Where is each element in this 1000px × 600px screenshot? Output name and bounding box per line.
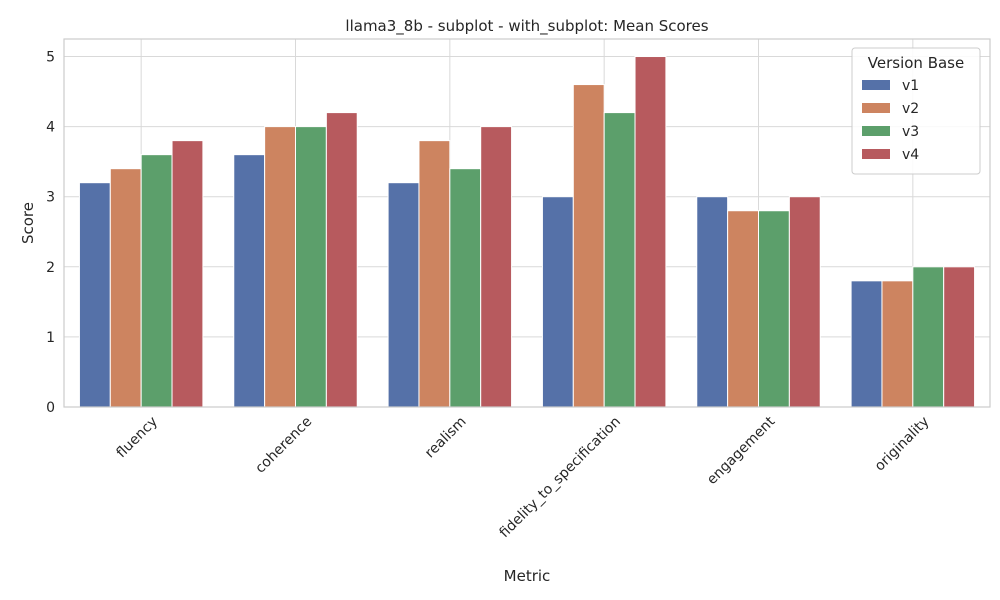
bar-v1-engagement bbox=[696, 196, 729, 408]
legend-items: v1 v2 v3 v4 bbox=[862, 78, 919, 163]
bar-v2-realism bbox=[418, 140, 451, 408]
x-tick-label: coherence bbox=[252, 414, 315, 477]
x-tick-label: fidelity_to_specification bbox=[497, 414, 624, 541]
bar-v2-coherence bbox=[264, 126, 296, 408]
bar-v2-fluency bbox=[109, 168, 142, 408]
bar-v2-engagement bbox=[727, 210, 760, 408]
y-tick-label: 1 bbox=[46, 330, 55, 346]
x-tick-label: fluency bbox=[113, 414, 160, 461]
legend-swatch-v1 bbox=[862, 80, 890, 90]
bar-v3-originality bbox=[912, 266, 945, 408]
bar-v1-realism bbox=[387, 182, 420, 408]
y-tick-label: 0 bbox=[46, 400, 55, 416]
bar-v4-engagement bbox=[788, 196, 821, 408]
bar-v4-fluency bbox=[171, 140, 204, 408]
legend-label-v1: v1 bbox=[902, 78, 919, 94]
x-axis-label: Metric bbox=[504, 567, 551, 585]
x-tick-label: realism bbox=[422, 414, 470, 462]
y-tick-label: 2 bbox=[46, 260, 55, 276]
legend-label-v2: v2 bbox=[902, 101, 919, 117]
bar-v4-originality bbox=[943, 266, 976, 408]
bar-v4-realism bbox=[480, 126, 513, 408]
legend-label-v4: v4 bbox=[902, 147, 919, 163]
legend-swatch-v3 bbox=[862, 126, 890, 136]
bar-v3-realism bbox=[449, 168, 482, 408]
y-tick-label: 5 bbox=[46, 50, 55, 66]
legend-label-v3: v3 bbox=[902, 124, 919, 140]
legend-box bbox=[851, 47, 981, 175]
legend-title: Version Base bbox=[868, 54, 964, 72]
legend-swatch-v2 bbox=[862, 103, 890, 113]
bar-v4-fidelity_to_specification bbox=[634, 56, 667, 408]
y-tick-label: 4 bbox=[46, 120, 55, 136]
chart-title: llama3_8b - subplot - with_subplot: Mean… bbox=[345, 17, 708, 36]
y-axis-label: Score bbox=[19, 202, 37, 244]
axes bbox=[63, 38, 991, 408]
bar-v4-coherence bbox=[325, 112, 358, 408]
y-tick-label: 3 bbox=[46, 190, 55, 206]
bar-v3-fidelity_to_specification bbox=[603, 112, 636, 408]
x-tick-label: engagement bbox=[704, 413, 779, 488]
plot-frame bbox=[63, 38, 991, 408]
bar-v2-fidelity_to_specification bbox=[572, 84, 605, 408]
bars bbox=[78, 56, 976, 408]
bar-v1-fidelity_to_specification bbox=[541, 196, 574, 408]
x-tick-label: originality bbox=[872, 414, 933, 475]
legend: Version Base v1 v2 v3 v4 bbox=[851, 47, 981, 175]
legend-swatch-v4 bbox=[862, 149, 890, 159]
bar-v2-originality bbox=[881, 280, 914, 408]
bar-v1-fluency bbox=[78, 182, 111, 408]
bar-v3-fluency bbox=[140, 154, 173, 408]
bar-v1-originality bbox=[850, 280, 883, 408]
bar-v3-coherence bbox=[295, 126, 327, 408]
bar-v1-coherence bbox=[233, 154, 266, 408]
bar-v3-engagement bbox=[758, 210, 790, 408]
